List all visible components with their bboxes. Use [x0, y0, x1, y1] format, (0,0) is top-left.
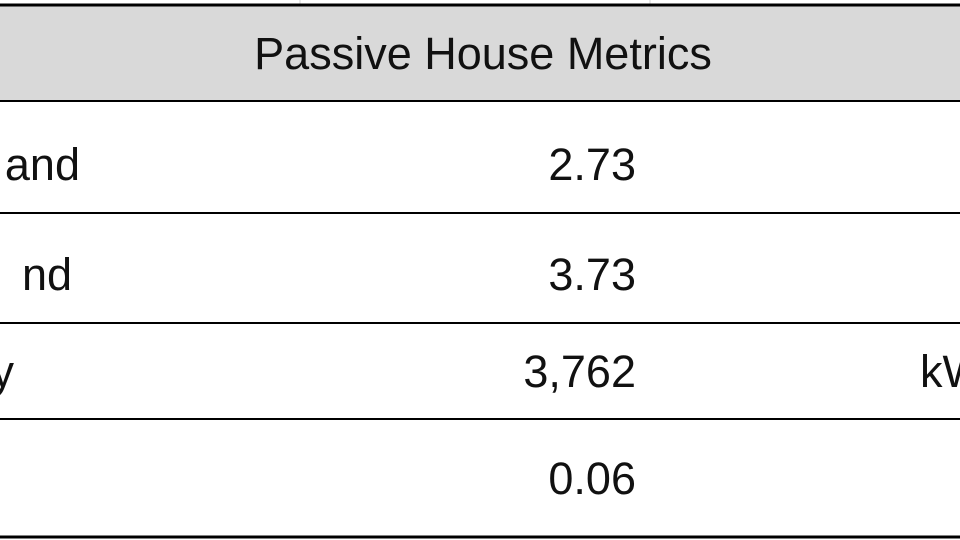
table-title: Passive House Metrics [254, 28, 712, 79]
row-value: 3.73 [548, 249, 636, 300]
row-label: y [0, 346, 15, 397]
row-value: 3,762 [523, 346, 636, 397]
row-value: 0.06 [548, 453, 636, 504]
row-value: 2.73 [548, 139, 636, 190]
row-label: and [5, 139, 80, 190]
row-unit: kW [920, 346, 960, 397]
header-band [0, 5, 960, 101]
top-strip [0, 0, 960, 5]
row-label: nd [22, 249, 72, 300]
